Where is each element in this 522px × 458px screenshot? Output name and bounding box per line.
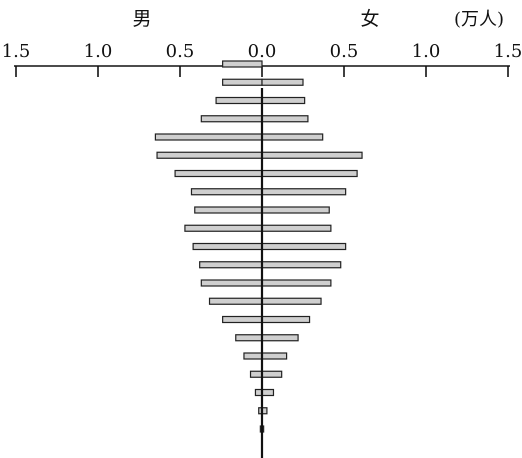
female-bar: [261, 115, 309, 123]
female-label: 女: [360, 8, 379, 30]
female-bar: [261, 242, 347, 251]
female-bar: [261, 151, 363, 159]
male-bar: [249, 370, 263, 378]
male-bar: [194, 206, 263, 214]
female-bar: [261, 188, 347, 196]
male-bar: [154, 133, 263, 141]
male-bar: [215, 96, 263, 105]
female-bar: [261, 352, 288, 360]
female-bar: [261, 78, 304, 86]
male-bar: [192, 242, 263, 251]
male-bar: [200, 279, 263, 287]
tick-labels: 1.5 1.0 0.5 0.0 0.5 1.0 1.5: [2, 41, 522, 62]
female-bar: [261, 370, 283, 378]
female-bar: [261, 206, 330, 214]
tick-label: 1.5: [494, 41, 522, 62]
male-bar: [208, 297, 263, 305]
male-bar: [190, 188, 263, 196]
axes: [14, 65, 510, 77]
female-bar: [261, 297, 322, 305]
bars: [154, 60, 363, 458]
tick-label: 1.5: [2, 41, 31, 62]
tick-label: 0.5: [330, 41, 359, 62]
male-bar: [200, 115, 263, 123]
female-bar: [261, 133, 324, 141]
male-bar: [174, 169, 263, 178]
female-bar: [261, 315, 311, 324]
female-bar: [261, 96, 306, 105]
tick-label: 1.0: [84, 41, 113, 62]
female-bar: [261, 279, 332, 287]
female-bar: [261, 388, 275, 397]
tick-label: 1.0: [412, 41, 441, 62]
male-bar: [235, 334, 263, 342]
tick-label: 0.5: [166, 41, 195, 62]
female-bar: [261, 261, 342, 269]
female-bar: [261, 169, 358, 178]
male-bar: [199, 261, 263, 269]
male-bar: [222, 60, 263, 68]
female-bar: [261, 224, 332, 232]
male-bar: [222, 315, 263, 324]
female-bar: [261, 334, 299, 342]
male-bar: [184, 224, 263, 232]
tick-label: 0.0: [248, 41, 277, 62]
male-bar: [156, 151, 263, 159]
unit-label: (万人): [454, 9, 504, 30]
male-bar: [222, 78, 263, 86]
male-label: 男: [132, 8, 151, 30]
male-bar: [243, 352, 263, 360]
